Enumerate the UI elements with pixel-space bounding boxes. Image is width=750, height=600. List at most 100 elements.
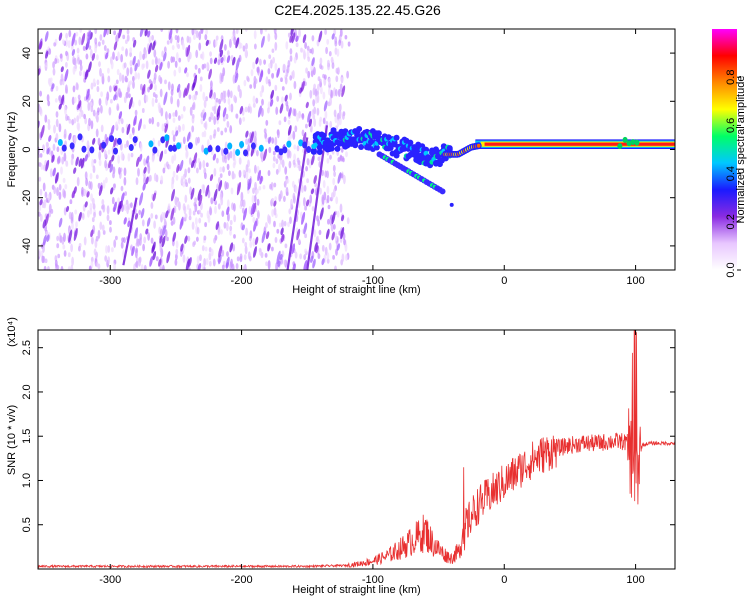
noise-blob xyxy=(65,84,68,94)
noise-blob xyxy=(296,112,299,122)
noise-blob xyxy=(222,90,226,100)
noise-blob xyxy=(239,89,242,99)
noise-blob xyxy=(161,50,165,58)
noise-streak xyxy=(192,74,198,89)
noise-blob xyxy=(201,63,205,70)
noise-streak xyxy=(86,88,90,100)
noise-streak xyxy=(48,134,52,142)
noise-blob xyxy=(208,247,212,253)
noise-blob xyxy=(213,167,217,177)
ridge-blob xyxy=(57,139,63,147)
noise-blob xyxy=(142,243,146,252)
noise-blob xyxy=(102,179,106,189)
noise-blob xyxy=(324,110,328,120)
noise-blob xyxy=(65,61,68,68)
noise-streak xyxy=(229,242,234,253)
ridge-blob xyxy=(250,142,256,150)
noise-blob xyxy=(89,181,93,191)
noise-blob xyxy=(73,96,77,103)
noise-streak xyxy=(131,245,135,257)
noise-blob xyxy=(40,163,44,171)
noise-blob xyxy=(303,197,306,207)
noise-blob xyxy=(194,203,198,213)
noise-blob xyxy=(182,254,186,263)
x-tick-label: -300 xyxy=(99,574,121,586)
noise-blob xyxy=(83,113,86,120)
noise-blob xyxy=(94,37,98,45)
noise-blob xyxy=(126,205,129,215)
noise-blob xyxy=(245,170,249,180)
noise-blob xyxy=(143,264,147,270)
noise-blob xyxy=(319,63,322,70)
noise-blob xyxy=(101,198,105,206)
noise-streak xyxy=(143,166,147,174)
noise-streak xyxy=(134,62,138,72)
noise-blob xyxy=(226,199,230,209)
noise-blob xyxy=(123,203,127,212)
noise-blob xyxy=(99,221,103,230)
noise-blob xyxy=(132,80,135,89)
noise-blob xyxy=(206,61,210,70)
noise-blob xyxy=(281,86,285,91)
noise-blob xyxy=(326,252,330,260)
ridge-blob xyxy=(278,148,284,156)
noise-blob xyxy=(334,88,338,97)
noise-blob xyxy=(143,158,147,166)
noise-blob xyxy=(275,158,279,165)
noise-streak xyxy=(340,214,345,222)
noise-blob xyxy=(204,246,208,252)
ridge-cloud xyxy=(316,148,323,155)
noise-blob xyxy=(210,197,214,205)
noise-blob xyxy=(76,47,80,54)
noise-blob xyxy=(256,149,259,157)
noise-blob xyxy=(274,63,278,71)
noise-streak xyxy=(218,245,223,258)
noise-streak xyxy=(234,72,239,84)
noise-blob xyxy=(63,152,67,162)
y-tick-label: 0 xyxy=(21,146,33,152)
noise-blob xyxy=(336,48,340,57)
noise-streak xyxy=(86,191,90,198)
colorbar-tick-label: 0.4 xyxy=(725,166,737,181)
noise-blob xyxy=(327,63,330,71)
ridge-blob xyxy=(282,146,288,154)
noise-blob xyxy=(248,168,251,174)
x-tick-label: -200 xyxy=(231,574,253,586)
noise-blob xyxy=(95,261,99,268)
ridge-blob xyxy=(132,136,138,144)
noise-blob xyxy=(222,166,225,173)
noise-blob xyxy=(71,256,74,266)
noise-blob xyxy=(182,123,185,132)
noise-streak xyxy=(205,184,210,197)
noise-blob xyxy=(99,34,103,42)
noise-blob xyxy=(263,59,266,65)
colorbar-tick-label: 0.0 xyxy=(725,262,737,277)
noise-blob xyxy=(265,222,268,229)
noise-blob xyxy=(140,264,144,270)
noise-streak xyxy=(109,163,114,173)
noise-blob xyxy=(55,118,59,128)
ridge-cloud xyxy=(358,143,365,150)
noise-blob xyxy=(288,208,292,215)
noise-blob xyxy=(282,63,286,71)
noise-blob xyxy=(324,170,328,178)
noise-blob xyxy=(209,134,213,141)
noise-blob xyxy=(95,112,98,120)
band-wiggle xyxy=(617,143,623,150)
noise-blob xyxy=(111,247,114,253)
noise-streak xyxy=(219,38,224,53)
noise-blob xyxy=(298,29,301,38)
noise-streak xyxy=(269,99,274,107)
noise-streak xyxy=(308,118,313,127)
noise-blob xyxy=(336,210,340,218)
noise-blob xyxy=(204,172,207,180)
noise-blob xyxy=(95,251,98,259)
noise-blob xyxy=(78,112,82,119)
noise-streak xyxy=(118,29,123,39)
noise-streak xyxy=(42,234,47,246)
noise-blob xyxy=(135,177,139,186)
noise-blob xyxy=(201,51,205,61)
noise-blob xyxy=(213,105,217,115)
noise-blob xyxy=(294,125,298,133)
